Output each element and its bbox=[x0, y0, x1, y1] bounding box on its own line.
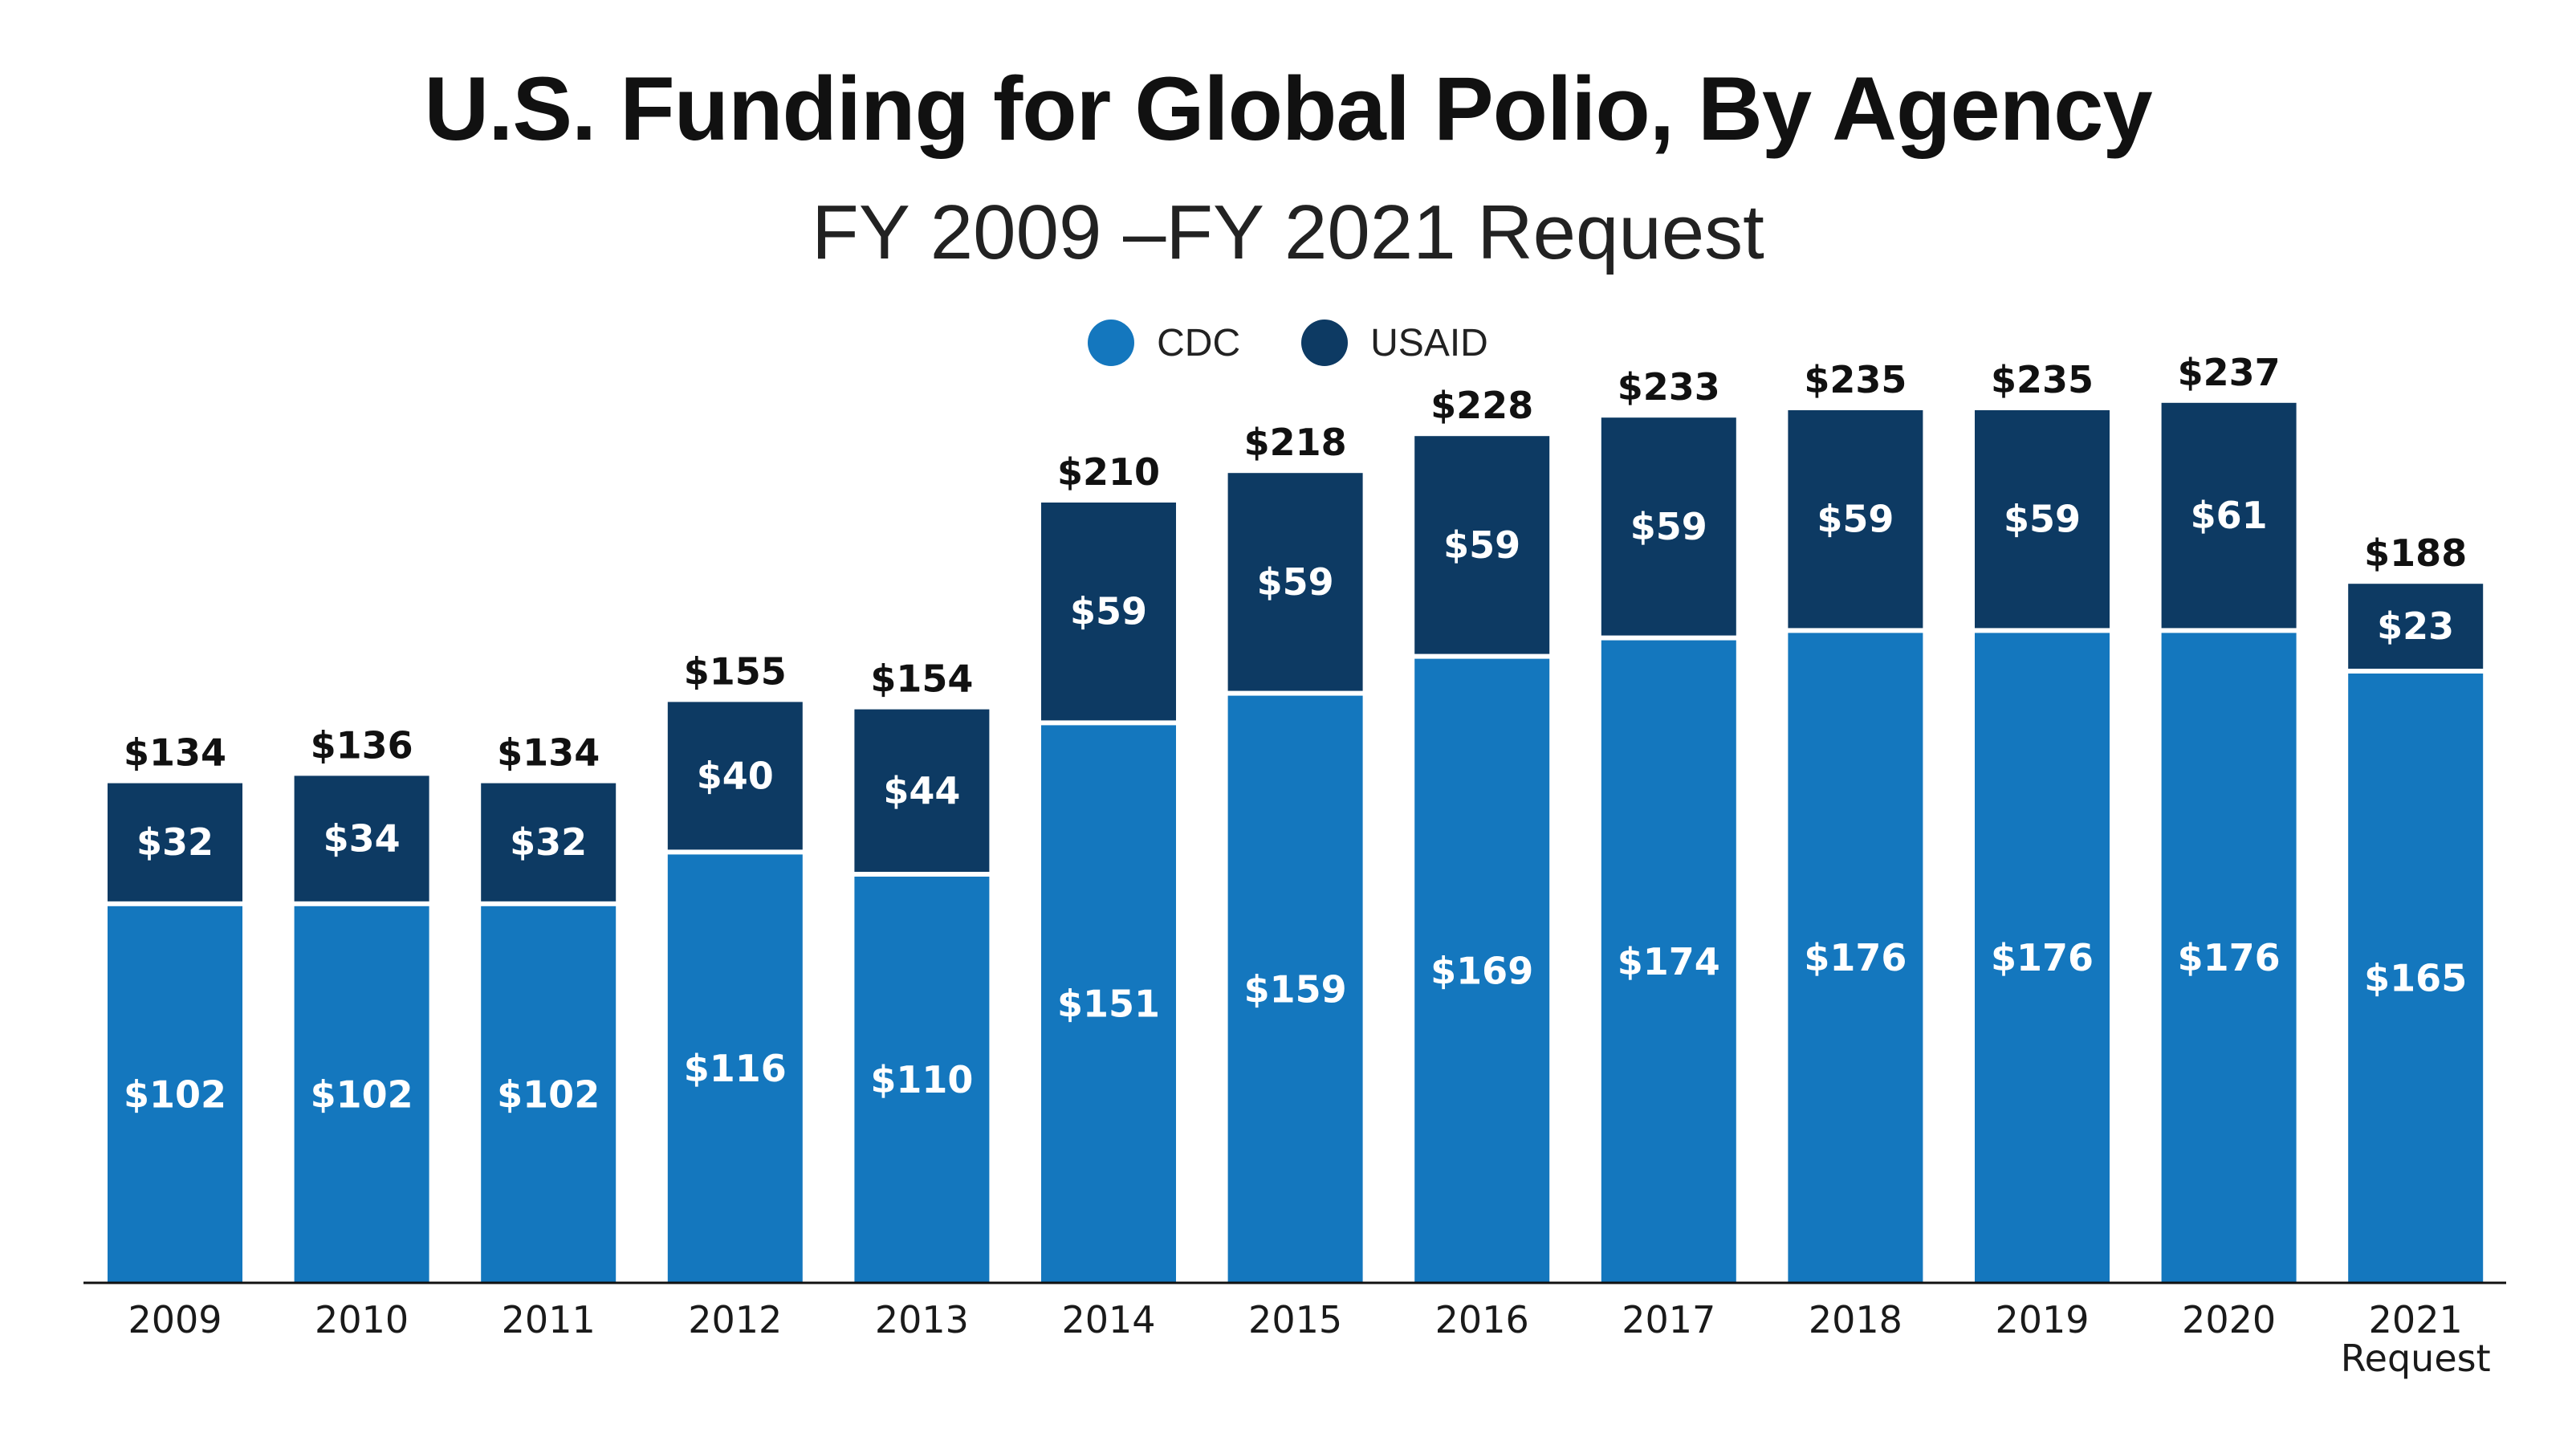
data-label-cdc-7: $169 bbox=[1430, 949, 1533, 992]
data-label-cdc-0: $102 bbox=[124, 1073, 226, 1116]
x-tick-label-6: 2015 bbox=[1248, 1298, 1342, 1341]
data-label-usaid-2: $32 bbox=[510, 820, 587, 864]
x-tick-label-4: 2013 bbox=[875, 1298, 969, 1341]
total-label-1: $136 bbox=[311, 723, 413, 767]
bar-cdc-1 bbox=[294, 906, 429, 1283]
chart-subtitle: FY 2009 –FY 2021 Request bbox=[812, 189, 1764, 275]
total-label-5: $210 bbox=[1057, 450, 1160, 494]
bar-usaid-3 bbox=[667, 702, 803, 850]
bar-cdc-11 bbox=[2161, 633, 2297, 1283]
data-label-usaid-1: $34 bbox=[324, 817, 401, 861]
bar-usaid-0 bbox=[108, 783, 242, 902]
data-label-usaid-0: $32 bbox=[136, 820, 214, 864]
legend-swatch-usaid bbox=[1301, 320, 1349, 366]
chart-title: U.S. Funding for Global Polio, By Agency bbox=[424, 59, 2152, 159]
data-label-cdc-9: $176 bbox=[1804, 936, 1907, 979]
total-label-0: $134 bbox=[124, 731, 226, 775]
bar-usaid-4 bbox=[854, 709, 990, 872]
bar-cdc-9 bbox=[1788, 633, 1923, 1283]
total-label-3: $155 bbox=[684, 649, 787, 693]
total-label-8: $233 bbox=[1618, 365, 1720, 409]
data-label-cdc-4: $110 bbox=[870, 1058, 973, 1101]
data-label-usaid-3: $40 bbox=[697, 754, 774, 797]
bar-usaid-10 bbox=[1975, 410, 2110, 629]
bar-usaid-1 bbox=[294, 775, 429, 902]
total-label-6: $218 bbox=[1244, 421, 1347, 464]
total-label-11: $237 bbox=[2178, 351, 2281, 394]
data-label-cdc-6: $159 bbox=[1244, 967, 1347, 1011]
data-label-cdc-11: $176 bbox=[2178, 936, 2281, 979]
data-label-usaid-5: $59 bbox=[1070, 590, 1147, 633]
bar-usaid-9 bbox=[1788, 410, 1923, 629]
bar-cdc-2 bbox=[481, 906, 617, 1283]
data-label-usaid-11: $61 bbox=[2191, 494, 2268, 537]
data-label-cdc-2: $102 bbox=[497, 1073, 600, 1116]
bar-cdc-3 bbox=[667, 854, 803, 1283]
total-label-10: $235 bbox=[1991, 358, 2094, 401]
bar-usaid-2 bbox=[481, 783, 617, 902]
bar-cdc-8 bbox=[1601, 640, 1736, 1283]
x-tick-label-8: 2017 bbox=[1622, 1298, 1715, 1341]
x-tick-label-9: 2018 bbox=[1809, 1298, 1902, 1341]
x-tick-label-1: 2010 bbox=[315, 1298, 409, 1341]
bar-cdc-0 bbox=[108, 906, 242, 1283]
bar-usaid-8 bbox=[1601, 417, 1736, 636]
bar-cdc-12 bbox=[2348, 674, 2484, 1283]
data-label-cdc-3: $116 bbox=[684, 1047, 787, 1090]
bar-usaid-6 bbox=[1227, 473, 1363, 691]
x-tick-label-11: 2020 bbox=[2182, 1298, 2276, 1341]
data-label-cdc-10: $176 bbox=[1991, 936, 2094, 979]
total-label-2: $134 bbox=[497, 731, 600, 775]
legend-label-usaid: USAID bbox=[1370, 321, 1488, 364]
bar-usaid-7 bbox=[1414, 436, 1550, 654]
bar-usaid-5 bbox=[1041, 503, 1176, 721]
bar-cdc-10 bbox=[1975, 633, 2110, 1283]
total-label-4: $154 bbox=[870, 657, 973, 701]
legend: CDC USAID bbox=[0, 320, 2576, 366]
x-tick-label-12: 2021 Request bbox=[2341, 1298, 2491, 1380]
data-label-cdc-5: $151 bbox=[1057, 983, 1160, 1026]
legend-item-cdc: CDC bbox=[1088, 320, 1240, 366]
bar-cdc-7 bbox=[1414, 658, 1550, 1283]
x-tick-label-2: 2011 bbox=[502, 1298, 596, 1341]
data-label-cdc-1: $102 bbox=[311, 1073, 413, 1116]
data-label-cdc-12: $165 bbox=[2364, 957, 2467, 1000]
data-label-cdc-8: $174 bbox=[1618, 940, 1720, 983]
bar-usaid-11 bbox=[2161, 402, 2297, 629]
x-tick-label-3: 2012 bbox=[688, 1298, 782, 1341]
total-label-12: $188 bbox=[2364, 531, 2467, 575]
data-label-usaid-9: $59 bbox=[1817, 498, 1894, 541]
legend-swatch-cdc bbox=[1088, 320, 1135, 366]
x-tick-label-7: 2016 bbox=[1435, 1298, 1529, 1341]
data-label-usaid-10: $59 bbox=[2004, 498, 2081, 541]
bar-cdc-6 bbox=[1227, 695, 1363, 1283]
bar-cdc-4 bbox=[854, 877, 990, 1283]
x-tick-label-0: 2009 bbox=[128, 1298, 222, 1341]
data-label-usaid-4: $44 bbox=[883, 769, 960, 812]
data-label-usaid-6: $59 bbox=[1257, 560, 1334, 604]
data-label-usaid-12: $23 bbox=[2377, 604, 2454, 648]
x-tick-label-10: 2019 bbox=[1995, 1298, 2089, 1341]
data-label-usaid-7: $59 bbox=[1443, 523, 1520, 567]
total-label-9: $235 bbox=[1804, 358, 1907, 401]
x-tick-label-5: 2014 bbox=[1061, 1298, 1155, 1341]
data-label-usaid-8: $59 bbox=[1630, 505, 1707, 548]
legend-label-cdc: CDC bbox=[1157, 321, 1241, 364]
legend-item-usaid: USAID bbox=[1301, 320, 1488, 366]
bar-usaid-12 bbox=[2348, 584, 2484, 669]
total-label-7: $228 bbox=[1430, 384, 1533, 427]
bar-cdc-5 bbox=[1041, 725, 1176, 1283]
